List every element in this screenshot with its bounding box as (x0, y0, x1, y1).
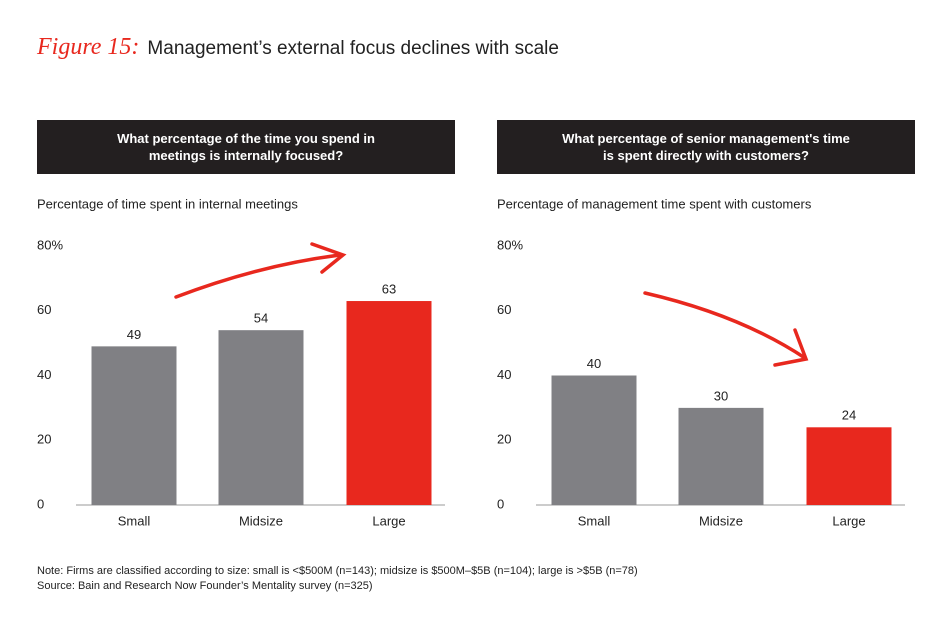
y-tick-label: 60 (497, 302, 511, 317)
bar (91, 346, 177, 505)
figure-heading: Figure 15: Management’s external focus de… (37, 34, 559, 61)
panel-header: What percentage of the time you spend in… (37, 120, 455, 174)
y-tick-label: 20 (37, 432, 51, 447)
x-tick-label: Large (372, 513, 405, 528)
y-tick-label: 0 (37, 496, 44, 511)
data-label: 54 (254, 311, 268, 326)
data-label: 40 (587, 356, 601, 371)
bar (806, 427, 892, 505)
x-tick-label: Small (578, 513, 611, 528)
y-tick-label: 0 (497, 496, 504, 511)
source: Source: Bain and Research Now Founder’s … (37, 580, 373, 592)
figure-title: Management’s external focus declines wit… (147, 38, 559, 59)
arrow-shaft (643, 291, 807, 360)
panel-header: What percentage of senior management's t… (497, 120, 915, 174)
y-tick-label: 80% (37, 237, 63, 252)
y-tick-label: 40 (497, 367, 511, 382)
y-axis-label: Percentage of time spent in internal mee… (37, 196, 298, 211)
arrow (643, 291, 809, 367)
x-tick-label: Large (832, 513, 865, 528)
arrow (174, 242, 347, 299)
y-tick-label: 40 (37, 367, 51, 382)
x-tick-label: Midsize (699, 513, 743, 528)
y-axis-label: Percentage of management time spent with… (497, 196, 812, 211)
arrow-shaft (174, 253, 342, 299)
arrow-head (773, 328, 809, 367)
bar (678, 407, 764, 505)
note: Note: Firms are classified according to … (37, 565, 638, 577)
figure-label: Figure 15: (37, 34, 140, 60)
bar (218, 330, 304, 505)
data-label: 49 (127, 327, 141, 342)
x-tick-label: Small (118, 513, 151, 528)
data-label: 30 (714, 388, 728, 403)
x-tick-label: Midsize (239, 513, 283, 528)
y-tick-label: 80% (497, 237, 523, 252)
bar (551, 375, 637, 505)
y-tick-label: 20 (497, 432, 511, 447)
arrow-head (310, 242, 347, 274)
data-label: 24 (842, 408, 856, 423)
data-label: 63 (382, 281, 396, 296)
y-tick-label: 60 (37, 302, 51, 317)
bar (346, 301, 432, 505)
